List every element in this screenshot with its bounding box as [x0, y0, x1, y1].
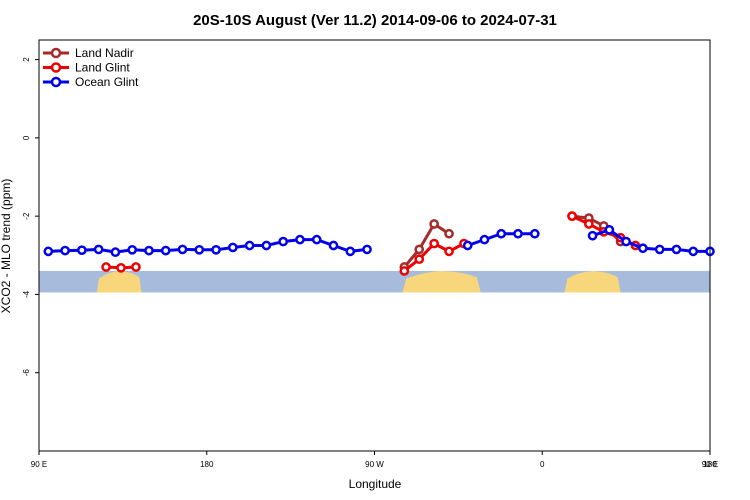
data-point-land-glint-1-0	[399, 266, 410, 276]
data-point-ocean-glint-0-14	[278, 236, 289, 247]
data-point-ocean-glint-2-2	[621, 236, 631, 247]
data-point-ocean-glint-0-5	[127, 244, 138, 255]
data-point-land-glint-0-2	[131, 262, 141, 272]
x-tick-label-2: 90 W	[365, 460, 384, 469]
data-point-land-nadir-0-3	[444, 228, 454, 239]
land-mass-1	[402, 270, 481, 293]
data-point-ocean-glint-2-5	[671, 244, 682, 255]
data-point-land-glint-0-0	[101, 262, 111, 272]
data-point-ocean-glint-1-1	[479, 234, 490, 245]
data-point-ocean-glint-1-3	[513, 228, 523, 239]
data-point-ocean-glint-0-11	[227, 242, 238, 253]
y-tick-label-3: -4	[22, 290, 31, 298]
data-point-ocean-glint-0-8	[177, 244, 188, 255]
series-land-glint	[101, 211, 641, 276]
legend-item-land-glint: Land Glint	[43, 61, 130, 75]
y-tick-label-2: -2	[22, 212, 31, 220]
x-tick-label-3: 0	[540, 460, 545, 469]
data-point-land-glint-0-1	[116, 262, 126, 273]
legend-label-land-glint: Land Glint	[75, 61, 130, 75]
y-axis-label: XCO2 - MLO trend (ppm)	[0, 179, 13, 314]
data-point-ocean-glint-2-0	[587, 230, 598, 241]
data-point-ocean-glint-0-10	[211, 244, 221, 255]
data-point-ocean-glint-0-19	[362, 244, 372, 255]
legend-swatch-marker-land-nadir	[50, 47, 62, 59]
y-axis: 2 0 -2 -4 -6	[22, 57, 39, 376]
legend-label-ocean-glint: Ocean Glint	[75, 75, 139, 89]
legend-swatch-marker-ocean-glint	[50, 76, 62, 88]
data-point-land-nadir-0-1	[414, 244, 425, 255]
x-tick-label-0: 90 E	[31, 460, 47, 469]
plot-frame	[38, 39, 711, 452]
x-tick-label-4: 90 E	[702, 460, 718, 469]
data-point-ocean-glint-0-2	[77, 245, 87, 256]
x-tick-label-5: 180	[703, 460, 717, 469]
data-point-ocean-glint-0-6	[144, 245, 154, 256]
data-point-ocean-glint-2-6	[688, 246, 699, 257]
data-point-land-glint-1-1	[414, 254, 425, 265]
data-point-ocean-glint-2-1	[604, 224, 615, 235]
data-point-ocean-glint-0-18	[345, 246, 356, 257]
data-point-land-glint-2-1	[583, 219, 594, 229]
data-point-land-glint-2-0	[567, 211, 577, 221]
data-point-ocean-glint-0-13	[261, 240, 272, 251]
data-point-land-nadir-0-2	[429, 219, 439, 229]
data-point-ocean-glint-0-12	[244, 240, 255, 251]
series-ocean-glint	[43, 224, 715, 258]
series-line-land-nadir-0	[403, 222, 450, 268]
land-mass-2	[564, 270, 621, 293]
data-point-ocean-glint-0-1	[60, 245, 70, 256]
data-point-ocean-glint-0-3	[93, 244, 104, 255]
legend-swatch-marker-land-glint	[50, 62, 62, 73]
data-point-land-glint-1-2	[429, 238, 439, 249]
chart-title: 20S-10S August (Ver 11.2) 2014-09-06 to …	[193, 12, 557, 29]
data-point-ocean-glint-0-17	[328, 240, 339, 251]
legend-label-land-nadir: Land Nadir	[75, 46, 134, 60]
data-point-ocean-glint-0-0	[43, 246, 54, 257]
data-point-ocean-glint-0-9	[194, 244, 205, 255]
map-band	[39, 270, 710, 293]
x-axis-label: Longitude	[349, 477, 402, 491]
data-point-ocean-glint-0-16	[311, 234, 322, 245]
data-point-ocean-glint-0-7	[160, 245, 171, 256]
data-point-ocean-glint-1-2	[496, 228, 507, 239]
land-mass-0	[96, 270, 142, 293]
y-tick-label-0: 2	[22, 57, 31, 62]
series-layer	[43, 211, 715, 276]
data-point-ocean-glint-1-0	[462, 240, 473, 251]
data-point-ocean-glint-0-4	[110, 247, 121, 258]
y-tick-label-4: -6	[22, 369, 31, 377]
data-point-ocean-glint-2-4	[654, 244, 665, 255]
y-tick-label-1: 0	[22, 135, 31, 140]
data-point-land-glint-1-3	[444, 246, 454, 257]
x-tick-label-1: 180	[200, 460, 214, 469]
legend-item-land-nadir: Land Nadir	[43, 46, 134, 60]
data-point-ocean-glint-1-4	[529, 228, 540, 239]
ocean-band	[39, 270, 710, 293]
data-point-ocean-glint-0-15	[295, 234, 305, 245]
data-point-ocean-glint-2-3	[638, 243, 648, 254]
legend-item-ocean-glint: Ocean Glint	[43, 75, 139, 89]
